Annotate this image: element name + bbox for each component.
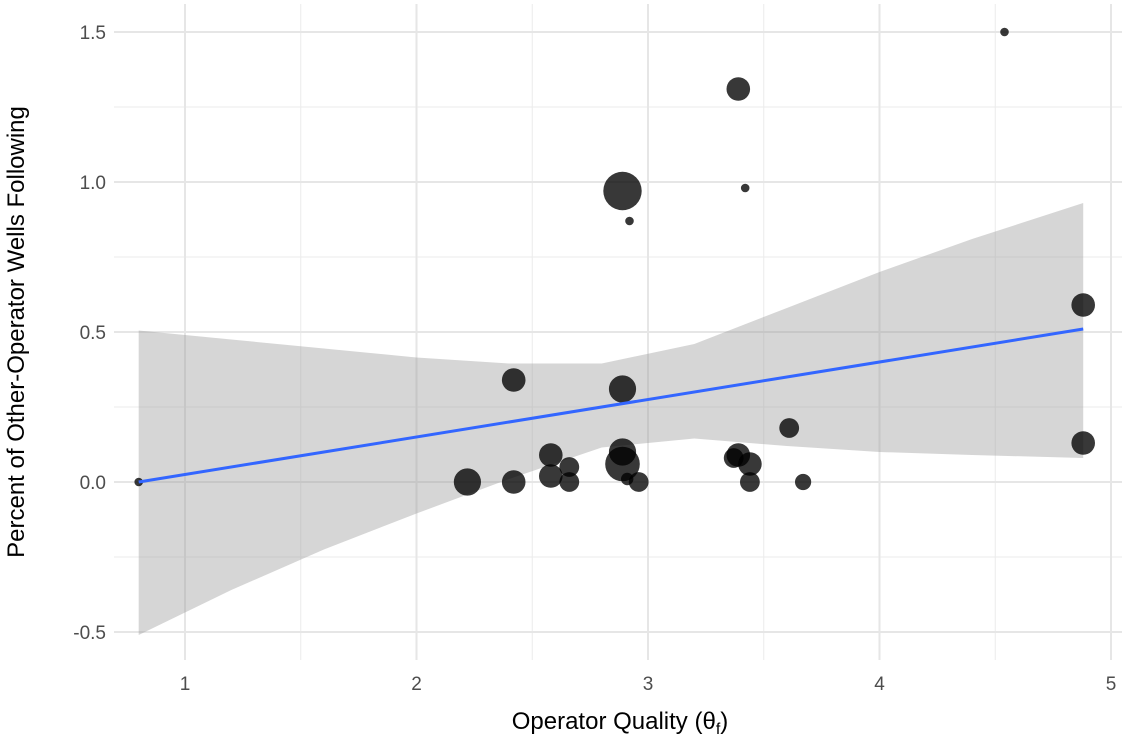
data-point xyxy=(740,183,750,193)
x-tick-label: 5 xyxy=(1106,674,1117,695)
data-point xyxy=(1071,431,1095,455)
confidence-band-layer xyxy=(138,203,1084,635)
minor-gridlines xyxy=(114,4,1122,660)
fit-line xyxy=(138,327,1084,484)
data-point xyxy=(740,472,760,492)
confidence-band xyxy=(138,203,1084,635)
points-layer xyxy=(134,27,1095,496)
data-point xyxy=(539,443,563,467)
data-point xyxy=(605,446,640,482)
data-point xyxy=(628,472,649,492)
x-axis-title: Operator Quality (θf) xyxy=(512,708,729,736)
x-tick-label: 4 xyxy=(874,674,885,695)
data-point xyxy=(559,457,580,477)
x-tick-label: 3 xyxy=(643,674,654,695)
y-tick-label: -0.5 xyxy=(73,623,106,644)
x-axis-tick-labels: 1 2 3 4 5 xyxy=(180,674,1117,695)
y-tick-label: 1.5 xyxy=(80,23,106,44)
data-point xyxy=(501,470,526,494)
data-point xyxy=(795,473,812,491)
data-point xyxy=(453,468,481,496)
x-tick-label: 1 xyxy=(180,674,191,695)
y-axis-title: Percent of Other-Operator Wells Followin… xyxy=(3,106,30,558)
data-point xyxy=(1071,293,1095,317)
data-point xyxy=(726,77,751,101)
y-tick-label: 1.0 xyxy=(80,173,106,194)
data-point xyxy=(738,452,762,476)
y-tick-label: 0.5 xyxy=(80,323,106,344)
data-point xyxy=(559,472,580,492)
data-point xyxy=(1000,27,1009,37)
data-point xyxy=(539,464,563,488)
data-point xyxy=(625,216,634,226)
data-point xyxy=(779,418,800,438)
data-point xyxy=(501,368,526,392)
x-tick-label: 2 xyxy=(411,674,422,695)
y-axis-tick-labels: -0.5 0.0 0.5 1.0 1.5 xyxy=(73,23,106,644)
data-point xyxy=(603,171,642,211)
data-point xyxy=(608,375,637,403)
fit-line-layer xyxy=(138,327,1084,484)
y-tick-label: 0.0 xyxy=(80,473,106,494)
